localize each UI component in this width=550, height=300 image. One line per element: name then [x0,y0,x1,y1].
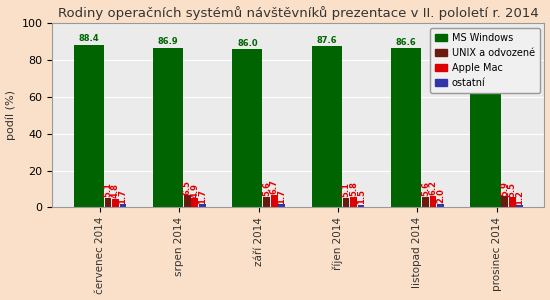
Bar [470,46,500,207]
Bar [502,196,508,207]
Bar [199,204,206,207]
Text: 5.8: 5.8 [349,181,358,196]
Text: 4.8: 4.8 [111,183,120,198]
Text: 1.7: 1.7 [118,189,128,204]
Bar [104,198,111,207]
Text: 1.7: 1.7 [198,189,207,204]
Text: 5.1: 5.1 [342,182,350,197]
Bar [430,196,436,207]
Text: 5.6: 5.6 [262,182,271,196]
Bar [437,204,444,207]
Bar [191,198,198,207]
Bar [232,49,262,207]
Text: 1.2: 1.2 [515,190,524,205]
Text: 86.6: 86.6 [396,38,416,46]
Bar [391,48,421,207]
Text: 6.2: 6.2 [428,180,437,195]
Bar [422,197,429,207]
Text: 6.5: 6.5 [183,180,192,195]
Text: 86.9: 86.9 [158,37,178,46]
Bar [516,205,523,207]
Text: 5.6: 5.6 [421,182,430,196]
Text: 6.7: 6.7 [270,180,279,194]
Bar [358,205,365,207]
Legend: MS Windows, UNIX a odvozené, Apple Mac, ostatní: MS Windows, UNIX a odvozené, Apple Mac, … [430,28,540,93]
Text: 1.7: 1.7 [277,189,286,204]
Text: 2.0: 2.0 [436,188,445,203]
Bar [263,197,270,207]
Title: Rodiny operačních systémů návštěvníků prezentace v II. pololetí r. 2014: Rodiny operačních systémů návštěvníků pr… [58,6,539,20]
Text: 5.9: 5.9 [500,181,509,196]
Text: 88.4: 88.4 [78,34,99,43]
Bar [509,197,516,207]
Bar [119,204,126,207]
Text: 4.9: 4.9 [190,183,199,198]
Bar [112,199,119,207]
Text: 87.4: 87.4 [475,36,496,45]
Bar [184,195,191,207]
Text: 5.5: 5.5 [508,182,517,197]
Text: 86.0: 86.0 [237,39,258,48]
Bar [343,198,349,207]
Bar [74,45,104,207]
Y-axis label: podíl (%): podíl (%) [6,90,16,140]
Text: 5.1: 5.1 [103,182,112,197]
Bar [350,197,357,207]
Text: 87.6: 87.6 [316,36,337,45]
Bar [271,195,278,207]
Bar [153,48,183,207]
Bar [312,46,342,207]
Text: 1.5: 1.5 [356,189,366,204]
Bar [278,204,285,207]
